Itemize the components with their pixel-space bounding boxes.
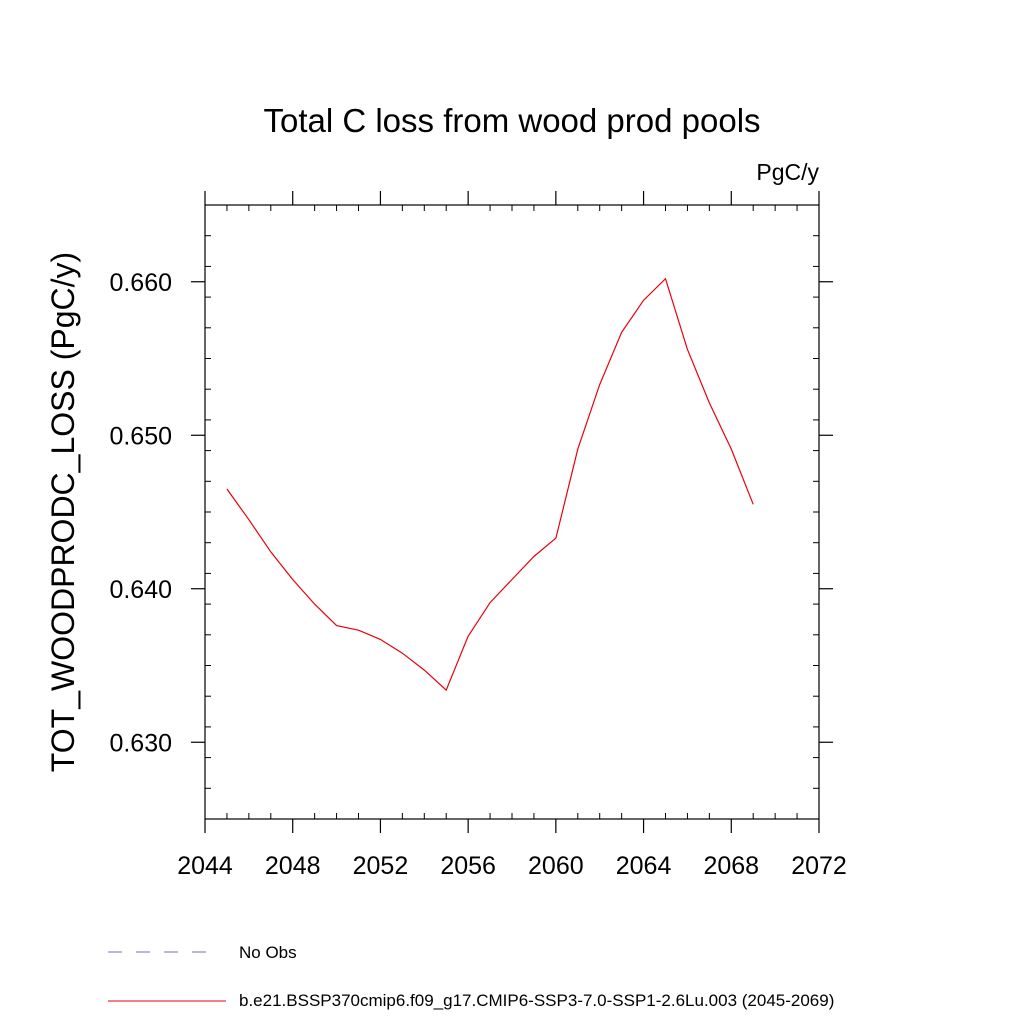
x-tick-label: 2052 — [353, 852, 409, 880]
series-line — [226, 277, 754, 692]
chart-title: Total C loss from wood prod pools — [263, 102, 760, 139]
y-tick-label: 0.660 — [109, 269, 172, 297]
x-tick-label: 2044 — [177, 852, 233, 880]
x-tick-label: 2072 — [791, 852, 847, 880]
units-label: PgC/y — [756, 159, 819, 185]
x-tick-label: 2048 — [265, 852, 321, 880]
x-axis-ticks: 2044 2048 2052 2056 2060 2064 2068 2072 — [177, 191, 847, 880]
x-tick-label: 2064 — [616, 852, 672, 880]
plot-frame — [204, 204, 820, 820]
y-tick-label: 0.630 — [109, 729, 172, 757]
x-tick-label: 2060 — [528, 852, 584, 880]
legend: No Obs b.e21.BSSP370cmip6.f09_g17.CMIP6-… — [108, 943, 834, 1010]
legend-label-model: b.e21.BSSP370cmip6.f09_g17.CMIP6-SSP3-7.… — [239, 991, 834, 1010]
minor-ticks — [205, 205, 819, 819]
legend-label-no-obs: No Obs — [239, 943, 297, 962]
y-axis-ticks: 0.630 0.640 0.650 0.660 — [109, 269, 833, 757]
y-tick-label: 0.650 — [109, 422, 172, 450]
series-layer — [226, 277, 754, 692]
x-tick-label: 2068 — [703, 852, 759, 880]
x-tick-label: 2056 — [440, 852, 496, 880]
y-axis-label: TOT_WOODPRODC_LOSS (PgC/y) — [45, 252, 81, 772]
y-tick-label: 0.640 — [109, 576, 172, 604]
